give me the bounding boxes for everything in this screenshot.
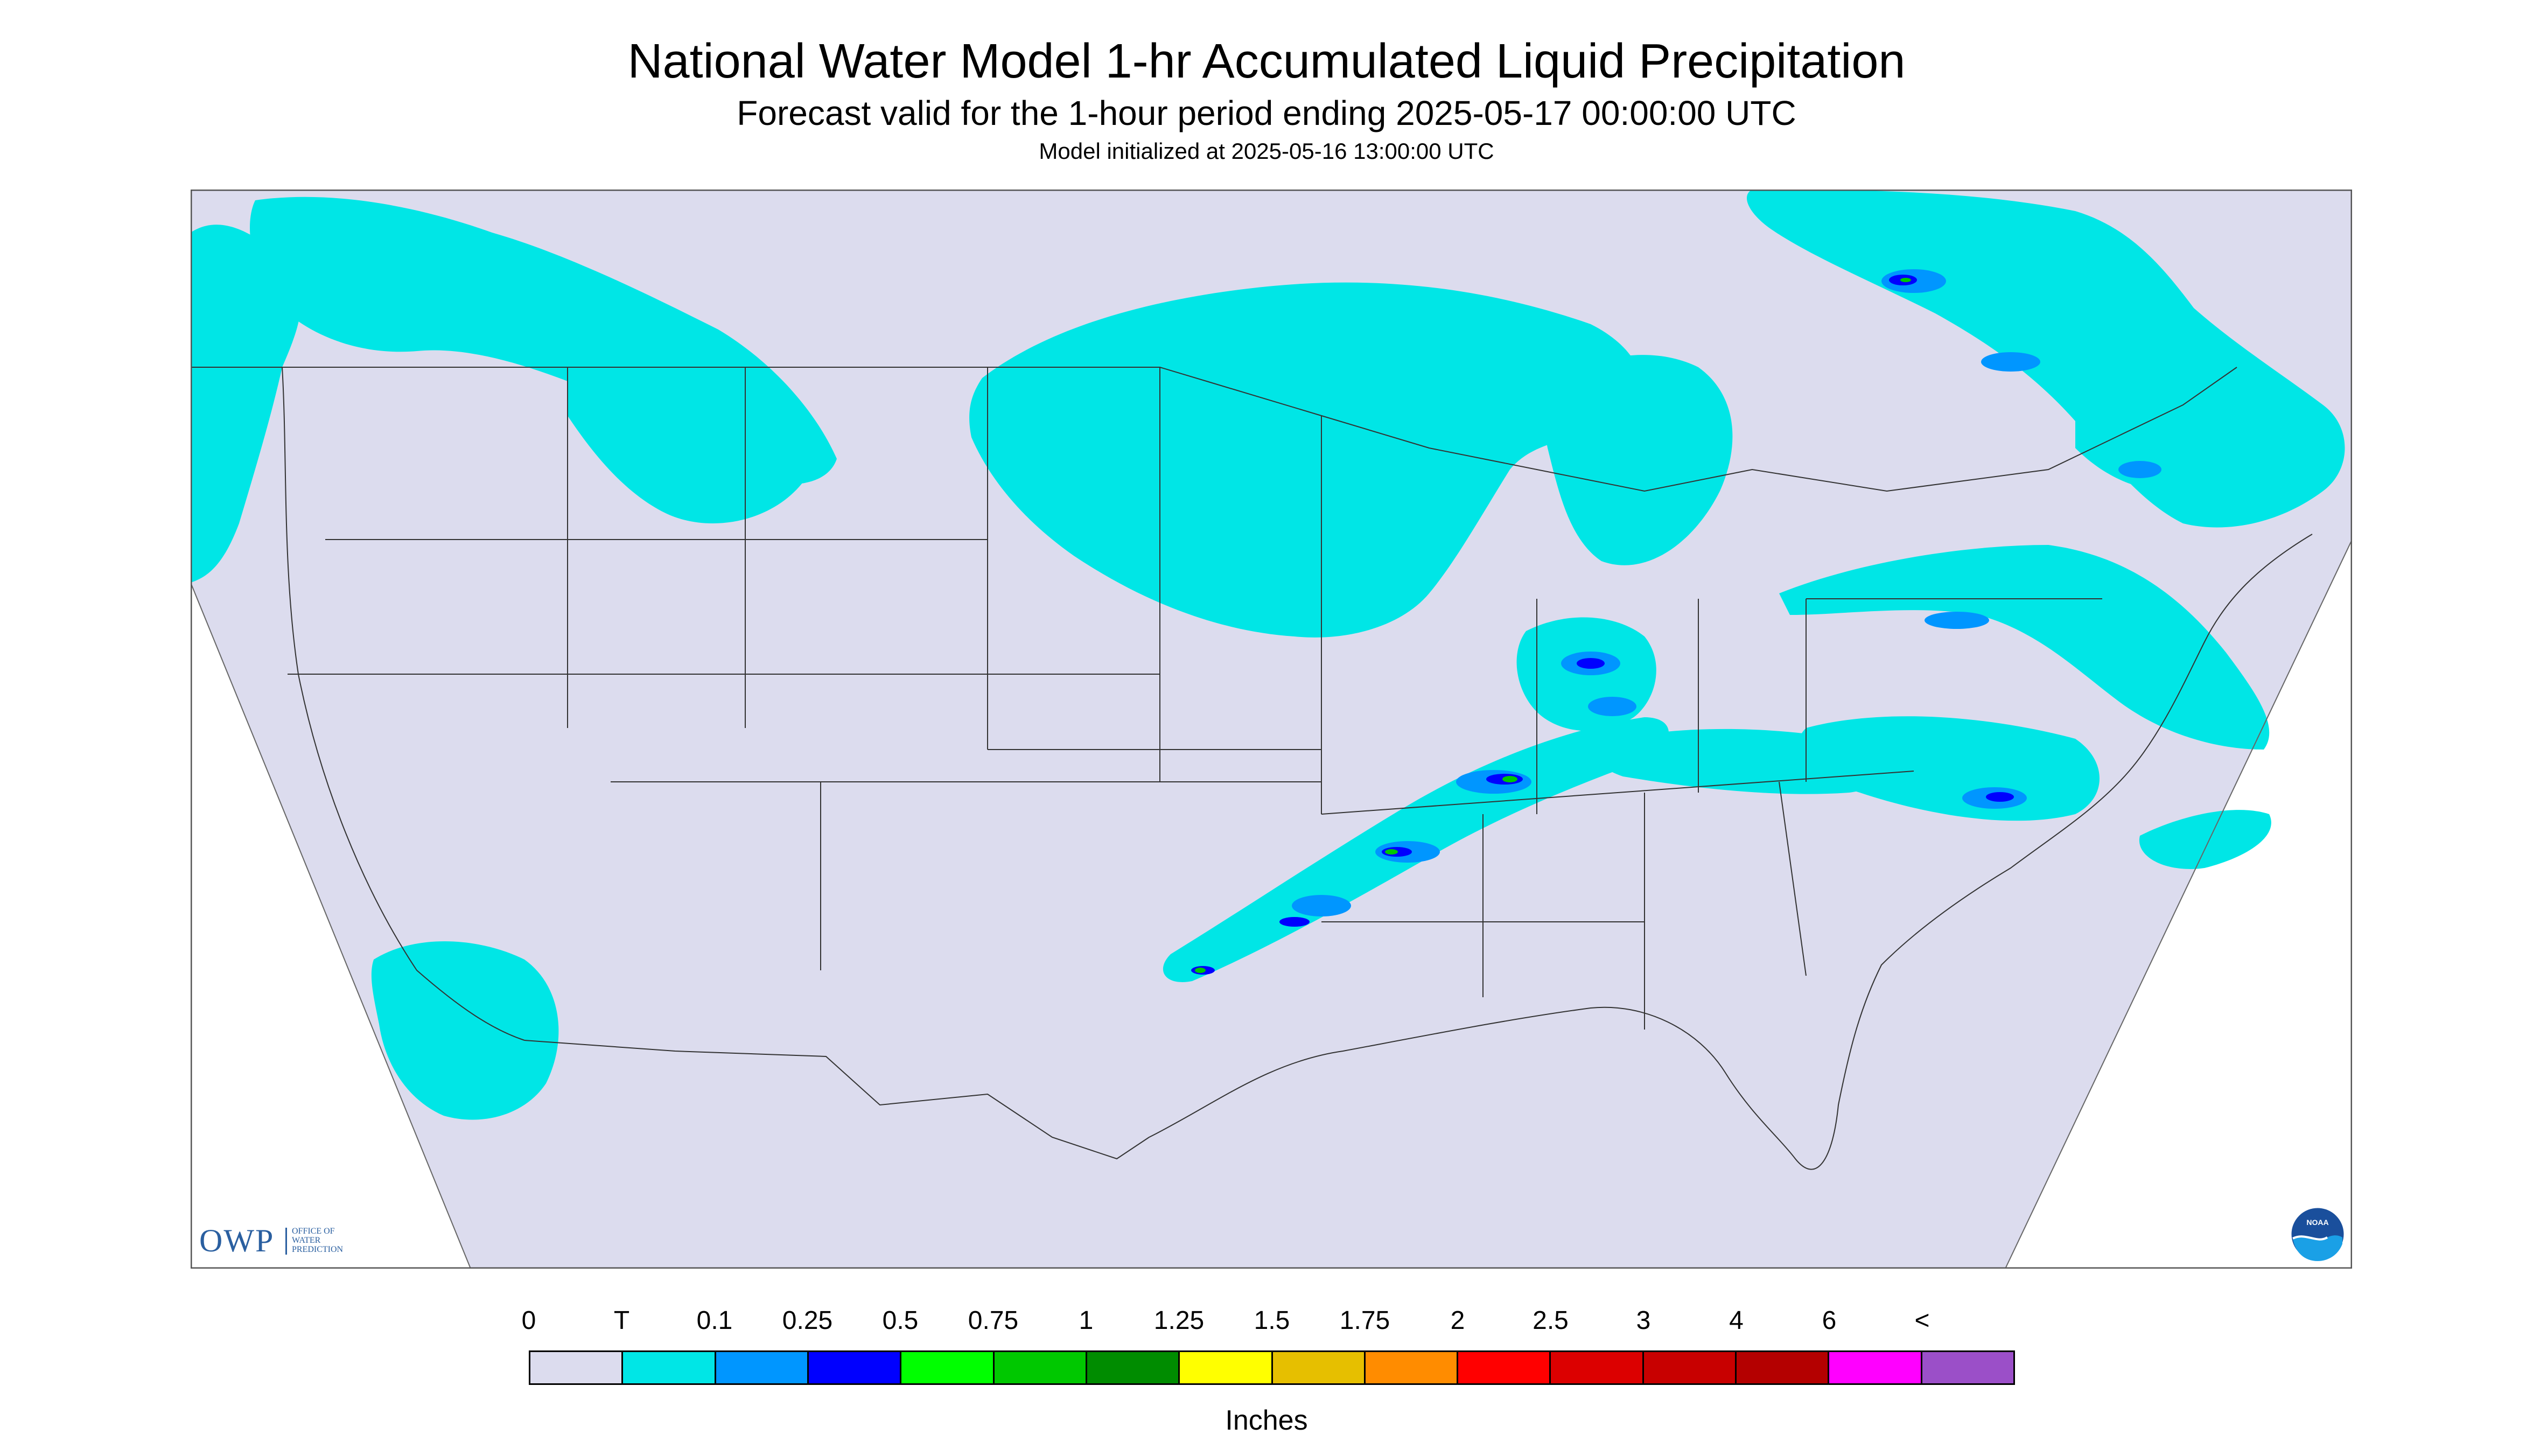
owp-logo-subtext: OFFICE OF WATER PREDICTION [292, 1227, 344, 1254]
legend-units-label: Inches [1225, 1405, 1308, 1436]
legend-swatch [1365, 1352, 1459, 1383]
precip-cell [1986, 792, 2014, 802]
mexico-border [524, 1040, 1150, 1160]
legend-label: 0.1 [696, 1306, 733, 1335]
domain-edge-left [191, 582, 471, 1269]
legend-swatch [716, 1352, 809, 1383]
legend-swatch [530, 1352, 624, 1383]
map-title: National Water Model 1-hr Accumulated Li… [627, 34, 1906, 88]
gulf-coast [1149, 534, 2313, 1170]
legend-swatch [1087, 1352, 1180, 1383]
precip-core [1292, 895, 1351, 916]
precip-area-california-coast [371, 941, 559, 1120]
legend-swatch [1272, 1352, 1366, 1383]
precip-cell [1900, 278, 1911, 282]
noaa-logo-text: NOAA [2306, 1218, 2329, 1227]
legend-label: 2 [1450, 1306, 1465, 1335]
legend-label: 0.75 [968, 1306, 1019, 1335]
legend-swatch [1643, 1352, 1737, 1383]
legend-swatch [1922, 1352, 2013, 1383]
very-heavy-rain-cells [1195, 278, 1911, 973]
map-subtitle: Forecast valid for the 1-hour period end… [737, 94, 1796, 132]
owp-logo: OWP OFFICE OF WATER PREDICTION [199, 1223, 372, 1258]
legend-label: T [613, 1306, 630, 1335]
legend-label: 1.25 [1153, 1306, 1205, 1335]
precip-core [1925, 612, 1989, 629]
legend-label: 1.5 [1254, 1306, 1290, 1335]
precip-core [1588, 697, 1636, 716]
precip-area-upper-midwest [969, 282, 1641, 638]
boundary-lines [191, 367, 2313, 1170]
us-west-coast [282, 367, 525, 1041]
legend-swatch [1551, 1352, 1644, 1383]
legend-labels: 0 T 0.1 0.25 0.5 0.75 1 1.25 1.5 1.75 2 2.5 3 4 6 < [522, 1306, 2015, 1338]
legend-label: 1 [1079, 1306, 1094, 1335]
legend-swatch [623, 1352, 716, 1383]
legend-label: 2.5 [1533, 1306, 1569, 1335]
trace-precip-areas [191, 190, 2345, 1120]
precip-core [2118, 461, 2161, 478]
state-line [1321, 771, 1914, 815]
legend-label: < [1914, 1306, 1930, 1335]
legend-swatch [1458, 1352, 1551, 1383]
owp-logo-divider [285, 1228, 287, 1255]
precipitation-map [191, 190, 2352, 1269]
legend-label: 6 [1822, 1306, 1837, 1335]
owp-logo-text: OWP [199, 1223, 275, 1258]
legend-swatch [901, 1352, 995, 1383]
legend-swatch [1829, 1352, 1922, 1383]
precip-cell [1385, 849, 1398, 855]
precip-cell [1195, 968, 1206, 973]
legend-label: 0 [521, 1306, 536, 1335]
legend-swatch [1180, 1352, 1273, 1383]
precip-cell [1279, 917, 1310, 927]
legend-label: 0.25 [782, 1306, 833, 1335]
precip-area-pacific-nw [191, 225, 301, 583]
noaa-logo-icon [2290, 1206, 2346, 1262]
legend-label: 4 [1729, 1306, 1744, 1335]
precip-cell [1502, 776, 1517, 782]
legend-swatch [808, 1352, 902, 1383]
domain-edge-right [2005, 539, 2352, 1269]
precip-area-atlantic-east [2139, 810, 2271, 869]
precip-cell [1577, 658, 1605, 669]
model-init-text: Model initialized at 2025-05-16 13:00:00… [1039, 138, 1494, 164]
precip-area-great-lakes [1537, 355, 1733, 565]
canada-border [191, 367, 2237, 492]
state-line [1779, 781, 1807, 976]
legend-label: 1.75 [1339, 1306, 1390, 1335]
legend-swatch [994, 1352, 1087, 1383]
legend-label: 0.5 [882, 1306, 919, 1335]
legend-colorbar [529, 1350, 2015, 1385]
map-frame [191, 190, 2352, 1269]
precip-core [1981, 352, 2040, 372]
legend-label: 3 [1636, 1306, 1651, 1335]
precip-area-ontario-east [2075, 413, 2219, 491]
legend-swatch [1737, 1352, 1830, 1383]
domain-edges [191, 539, 2352, 1269]
precip-area-mid-atlantic [1779, 545, 2270, 750]
